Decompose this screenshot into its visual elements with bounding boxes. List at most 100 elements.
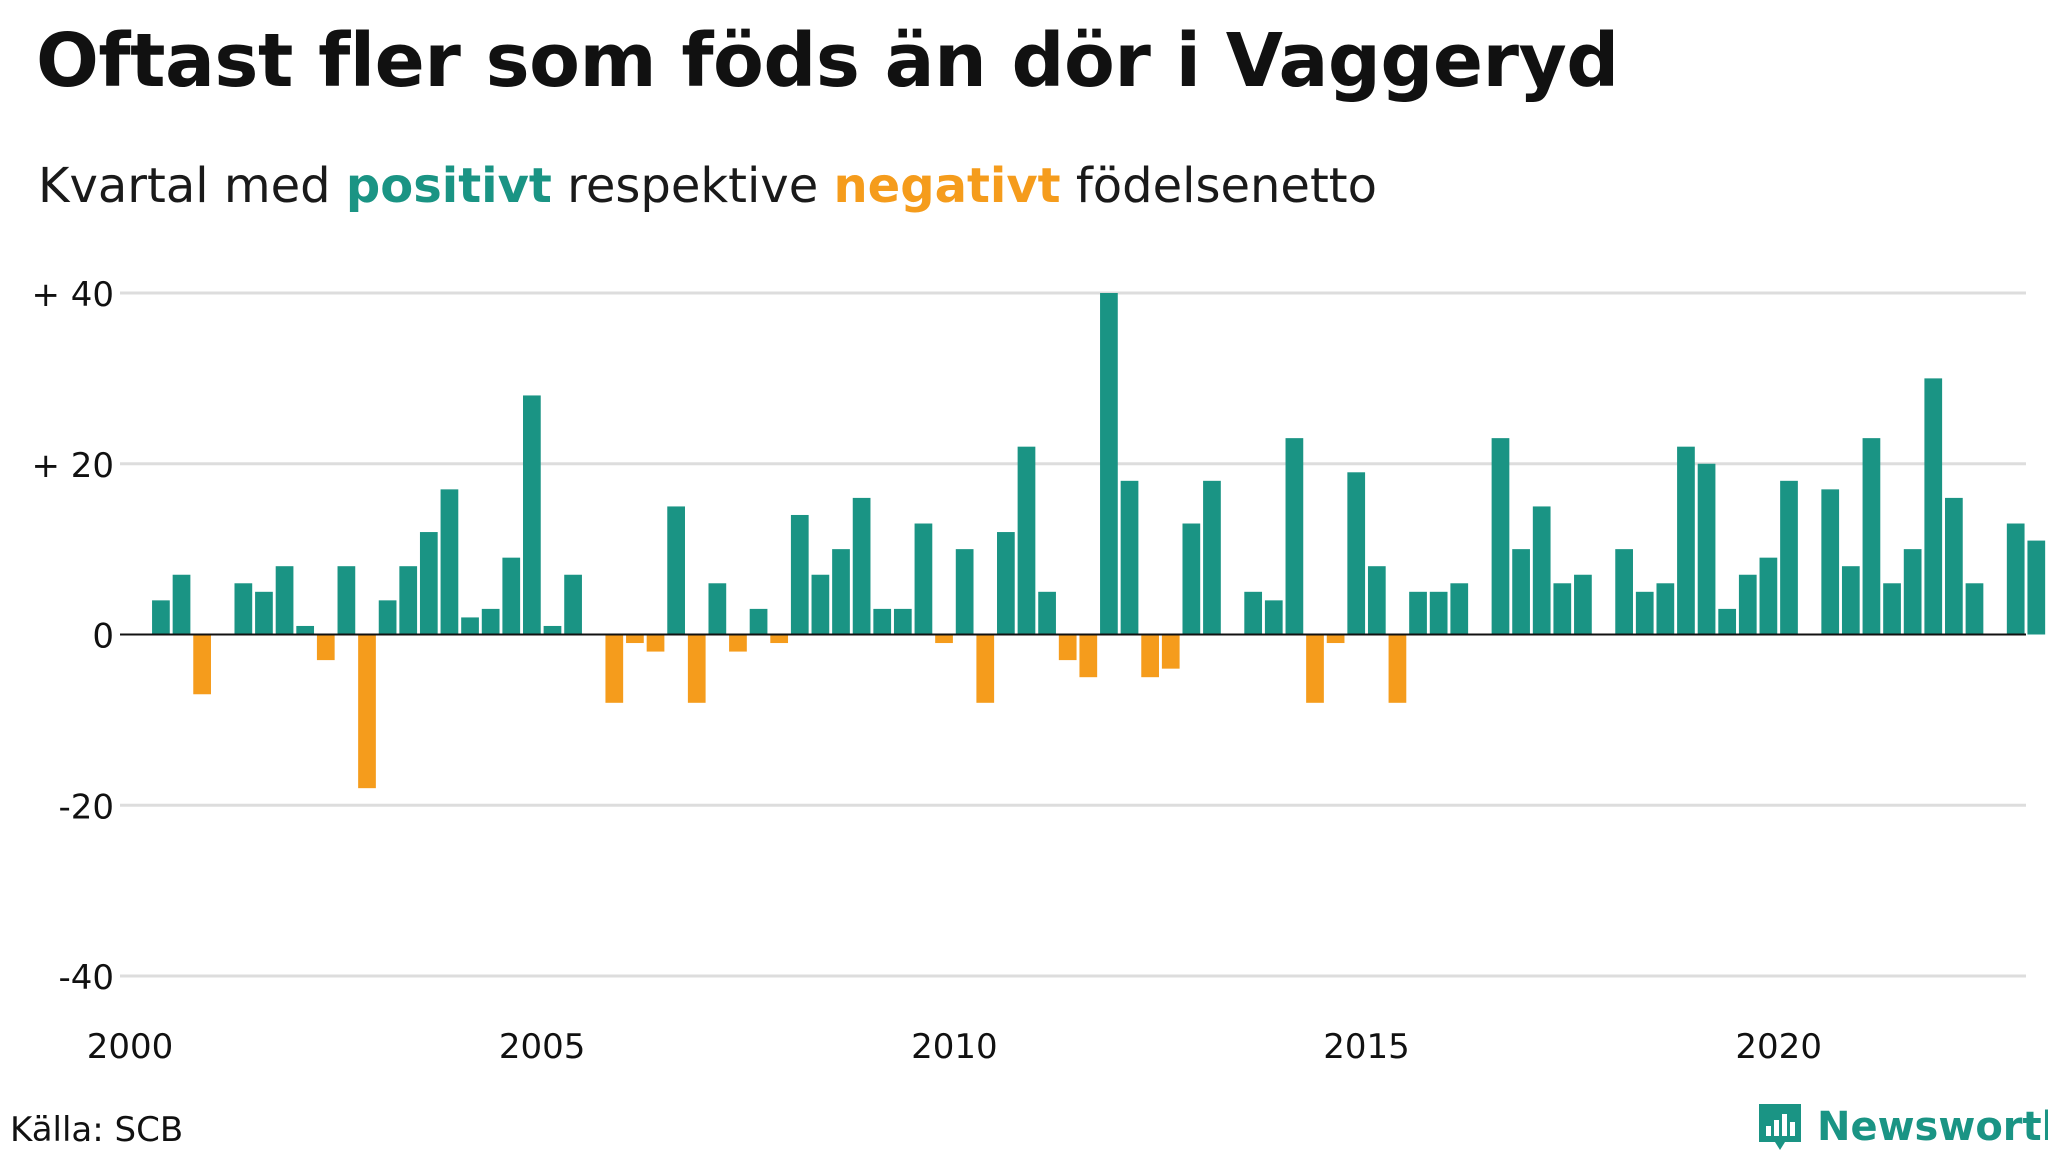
subtitle-post: födelsenetto bbox=[1060, 158, 1377, 214]
chart-title: Oftast fler som föds än dör i Vaggeryd bbox=[36, 18, 1619, 104]
x-axis-ticks: 2000 2005 2010 2015 2020 bbox=[87, 1027, 1822, 1067]
bar-positive bbox=[1038, 591, 1056, 635]
bar-positive bbox=[543, 625, 562, 635]
x-tick-label: 2010 bbox=[911, 1027, 998, 1067]
bar-positive bbox=[296, 625, 315, 635]
bar-positive bbox=[1738, 574, 1757, 635]
bar-positive bbox=[667, 506, 685, 635]
bar-negative bbox=[358, 634, 376, 789]
bar-positive bbox=[1491, 438, 1510, 635]
bar-positive bbox=[955, 549, 974, 635]
bar-positive bbox=[1244, 591, 1263, 635]
bar-positive bbox=[1759, 557, 1778, 635]
bar-positive bbox=[419, 532, 438, 635]
x-tick-label: 2020 bbox=[1735, 1027, 1822, 1067]
bar-positive bbox=[1264, 600, 1283, 635]
bar-positive bbox=[440, 489, 459, 635]
subtitle-positive-keyword: positivt bbox=[345, 158, 552, 214]
bar-positive bbox=[502, 557, 521, 635]
bar-positive bbox=[234, 583, 253, 635]
bar-negative bbox=[193, 634, 211, 695]
bar-positive bbox=[852, 497, 871, 635]
brand-name: Newsworthy bbox=[1817, 1104, 2048, 1150]
bar-negative bbox=[1161, 634, 1180, 669]
bar-positive bbox=[1512, 549, 1530, 635]
bar-negative bbox=[729, 634, 747, 652]
bar-negative bbox=[605, 634, 624, 703]
bar-positive bbox=[481, 608, 500, 635]
bar-positive bbox=[1429, 591, 1448, 635]
bar-positive bbox=[873, 608, 892, 635]
bar-negative bbox=[935, 634, 953, 644]
bar-positive bbox=[2006, 523, 2025, 635]
bar-positive bbox=[1635, 591, 1654, 635]
bar-negative bbox=[1388, 634, 1407, 703]
bar-positive bbox=[1841, 566, 1860, 635]
bar-positive bbox=[749, 608, 768, 635]
y-axis-ticks: + 40 + 20 0 -20 -40 bbox=[31, 275, 114, 998]
bar-positive bbox=[1285, 438, 1304, 635]
bar-positive bbox=[1656, 583, 1675, 635]
bar-positive bbox=[1017, 446, 1036, 635]
source-note: Källa: SCB bbox=[10, 1110, 184, 1150]
bar-positive bbox=[172, 574, 191, 635]
bar-positive bbox=[1409, 591, 1427, 635]
newsworthy-logo-icon bbox=[1759, 1104, 1801, 1150]
bar-negative bbox=[316, 634, 335, 661]
bar-positive bbox=[1100, 293, 1118, 635]
bar-positive bbox=[1347, 472, 1366, 635]
bar-positive bbox=[1903, 549, 1922, 635]
y-tick-label: -20 bbox=[58, 787, 114, 827]
bar-positive bbox=[1120, 480, 1139, 635]
bar-positive bbox=[1945, 497, 1963, 635]
bar-positive bbox=[832, 549, 850, 635]
bar-positive bbox=[790, 514, 809, 635]
bar-positive bbox=[1821, 489, 1840, 635]
bar-positive bbox=[255, 591, 273, 635]
bar-positive bbox=[1532, 506, 1551, 635]
bar-positive bbox=[811, 574, 830, 635]
bar-positive bbox=[2027, 540, 2046, 635]
bar-positive bbox=[152, 600, 170, 635]
y-tick-label: 0 bbox=[92, 617, 114, 657]
y-tick-label: -40 bbox=[58, 958, 114, 998]
y-tick-label: + 40 bbox=[31, 275, 114, 315]
bar-positive bbox=[893, 608, 912, 635]
bar-positive bbox=[461, 617, 479, 635]
bar-positive bbox=[1450, 583, 1469, 635]
bar-negative bbox=[646, 634, 665, 652]
bar-positive bbox=[564, 574, 582, 635]
bar-positive bbox=[1883, 583, 1901, 635]
bar-positive bbox=[399, 566, 418, 635]
bar-positive bbox=[1677, 446, 1695, 635]
x-tick-label: 2005 bbox=[499, 1027, 586, 1067]
bar-negative bbox=[1306, 634, 1324, 703]
x-tick-label: 2000 bbox=[87, 1027, 174, 1067]
bar-positive bbox=[1367, 566, 1386, 635]
bar-negative bbox=[1141, 634, 1159, 678]
subtitle-mid: respektive bbox=[551, 158, 834, 214]
bar-positive bbox=[1924, 378, 1943, 635]
bar-positive bbox=[337, 566, 356, 635]
bar-positive bbox=[1718, 608, 1737, 635]
bar-positive bbox=[1553, 583, 1572, 635]
x-tick-label: 2015 bbox=[1323, 1027, 1410, 1067]
bar-positive bbox=[1615, 549, 1633, 635]
bar-positive bbox=[1182, 523, 1201, 635]
brand-logo[interactable]: Newsworthy bbox=[1755, 1100, 2048, 1154]
bar-positive bbox=[1862, 438, 1881, 635]
bar-negative bbox=[1326, 634, 1345, 644]
bar-positive bbox=[1574, 574, 1592, 635]
bars bbox=[152, 293, 2046, 789]
subtitle-pre: Kvartal med bbox=[38, 158, 346, 214]
bar-negative bbox=[976, 634, 995, 703]
bar-positive bbox=[1965, 583, 1984, 635]
bar-negative bbox=[626, 634, 644, 644]
bar-positive bbox=[275, 566, 294, 635]
bar-negative bbox=[1058, 634, 1077, 661]
bar-negative bbox=[1079, 634, 1098, 678]
bar-negative bbox=[687, 634, 706, 703]
chart-subtitle: Kvartal med positivt respektive negativt… bbox=[38, 158, 1377, 214]
bar-positive bbox=[1780, 480, 1798, 635]
